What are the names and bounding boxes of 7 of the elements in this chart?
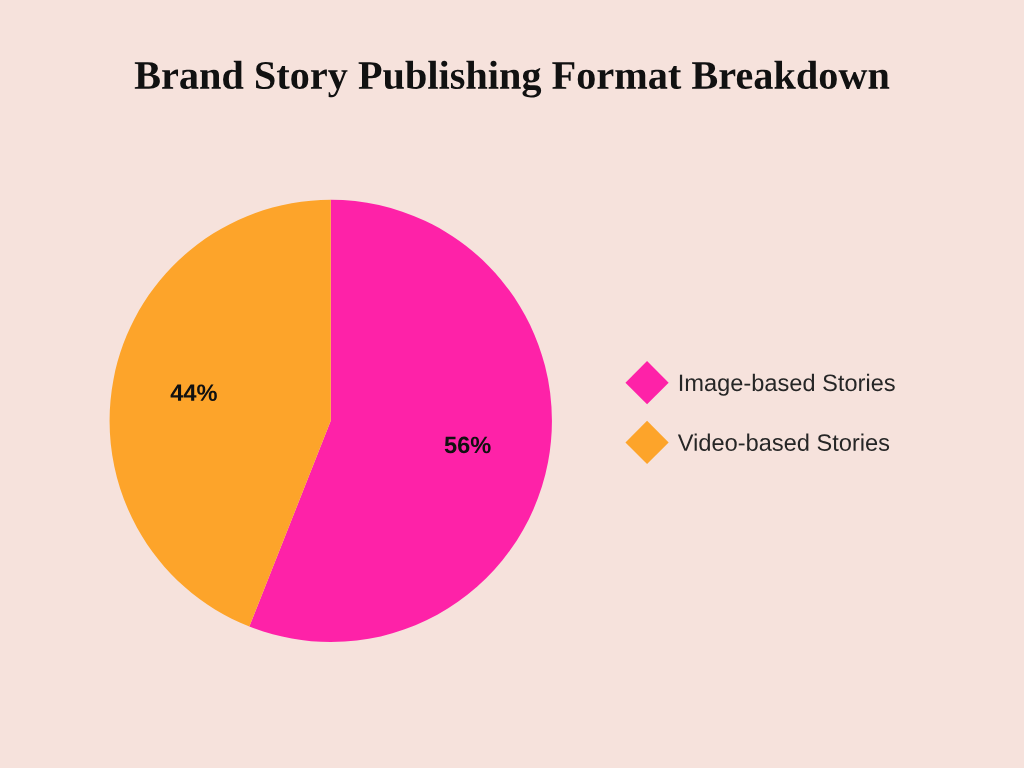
chart-title: Brand Story Publishing Format Breakdown [134, 60, 890, 98]
pie-slice [109, 199, 331, 627]
data-label: 56% [444, 436, 491, 454]
data-label: 44% [170, 384, 217, 402]
legend-label: Image-based Stories [679, 373, 895, 396]
legend-label: Video-based Stories [677, 433, 890, 451]
pie-slice [249, 199, 552, 643]
